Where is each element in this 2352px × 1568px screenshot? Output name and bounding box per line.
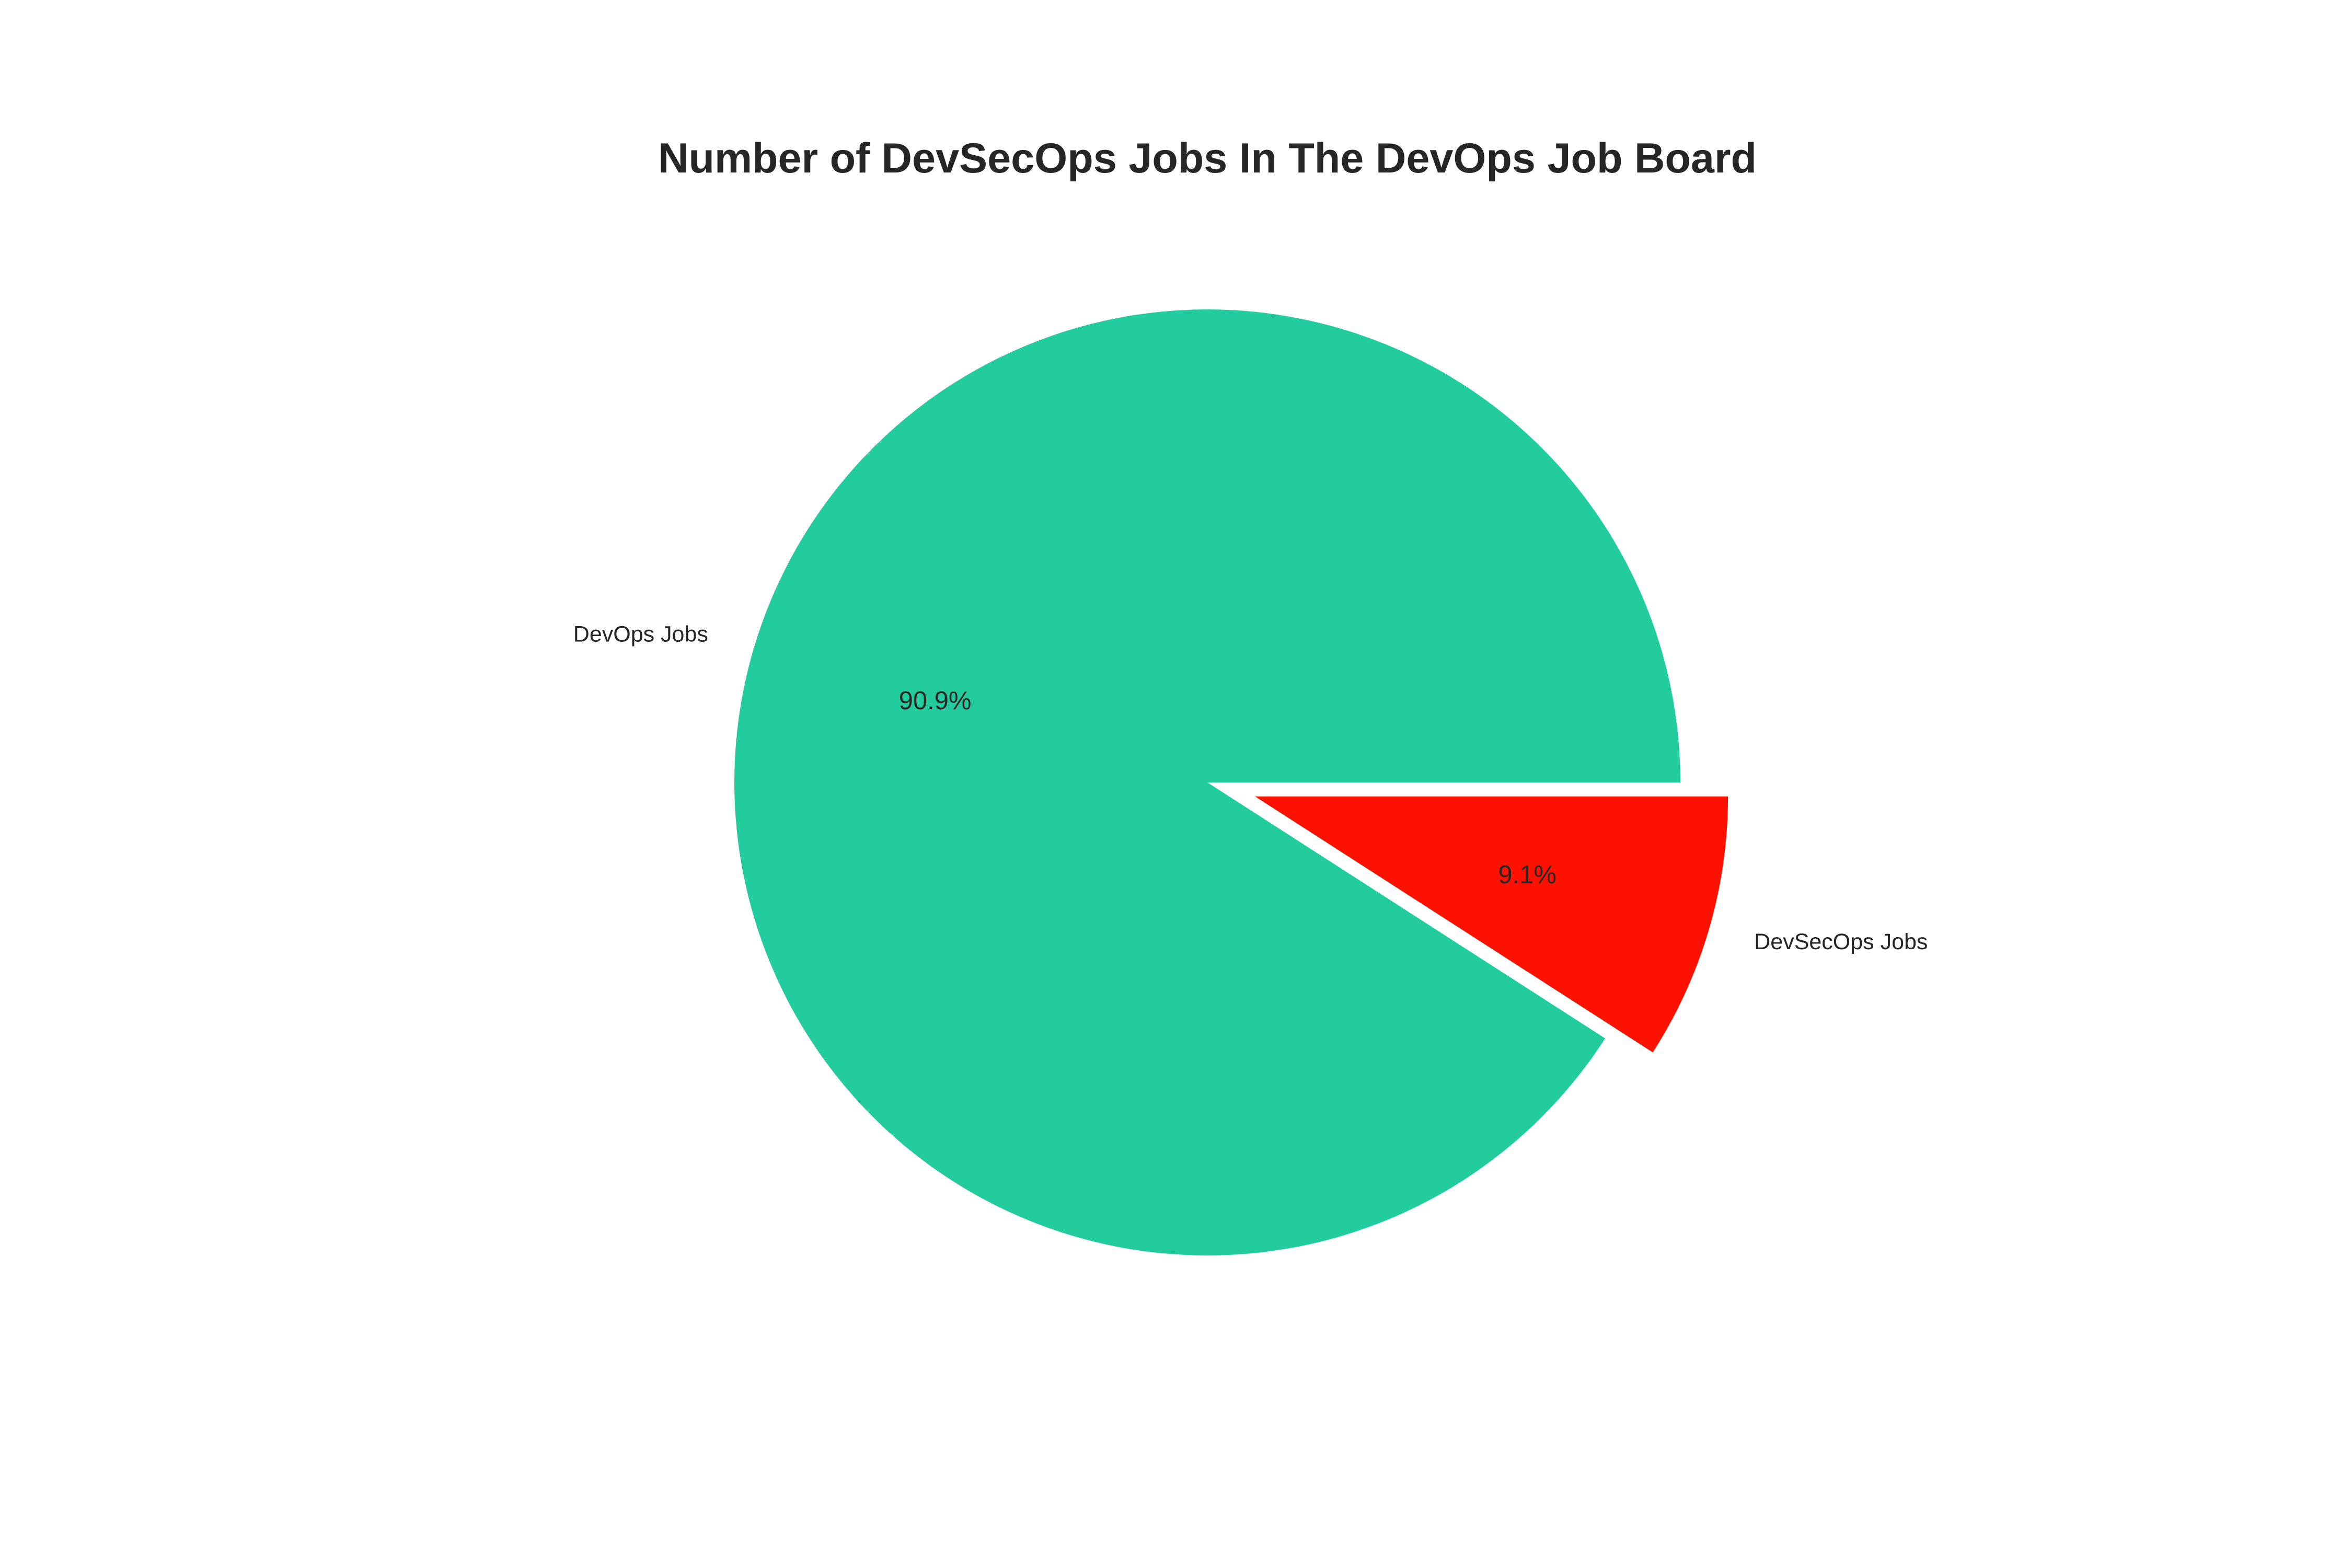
pie-slice-devops-jobs (734, 309, 1680, 1255)
pie-slice-devsecops-jobs (1255, 796, 1728, 1053)
pct-label-devops-jobs: 90.9% (899, 687, 972, 715)
slice-label-devops-jobs: DevOps Jobs (573, 622, 708, 647)
pie-slices (734, 309, 1728, 1255)
slice-label-devsecops-jobs: DevSecOps Jobs (1754, 929, 1928, 954)
chart-title: Number of DevSecOps Jobs In The DevOps J… (658, 135, 1757, 182)
pct-label-devsecops-jobs: 9.1% (1498, 861, 1557, 889)
pie-labels: DevOps Jobs 90.9% DevSecOps Jobs 9.1% (573, 622, 1928, 954)
